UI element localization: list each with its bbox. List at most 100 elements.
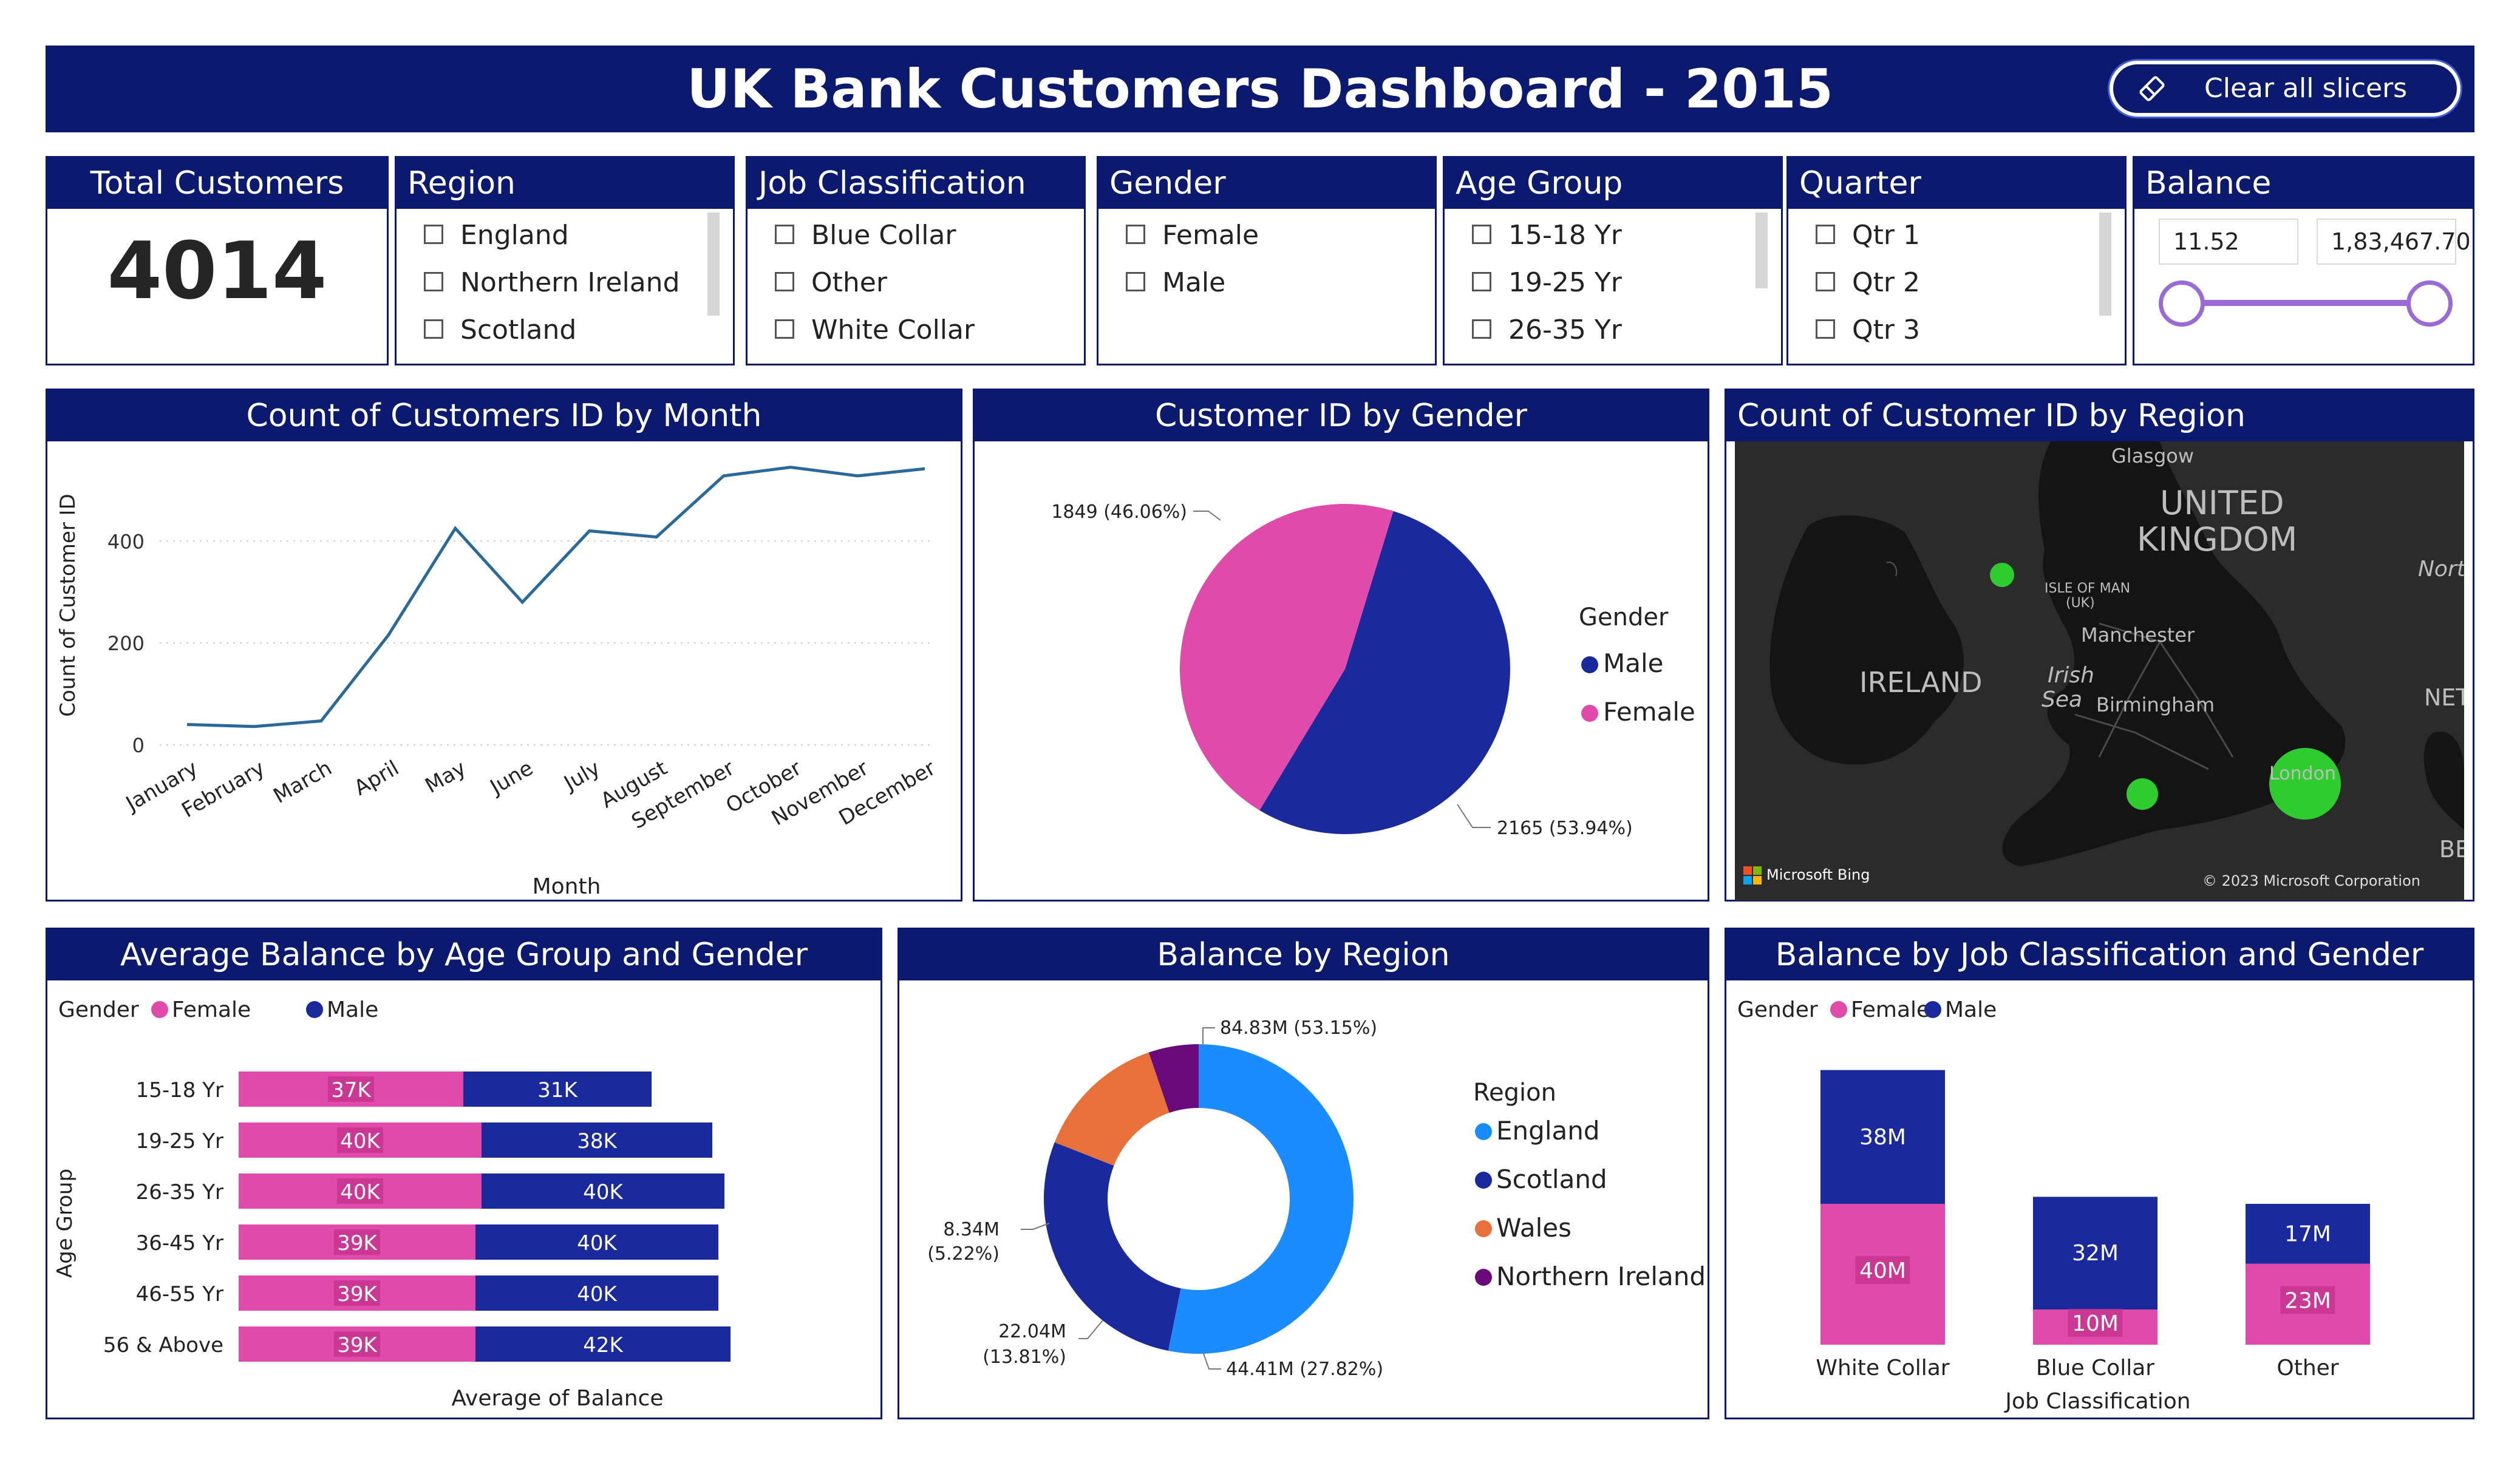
checkbox[interactable]: [1472, 319, 1491, 339]
gender-chart-panel: Customer ID by Gender 2165 (53.94%) 1849 …: [973, 389, 1709, 902]
month-chart-title: Count of Customers ID by Month: [47, 390, 961, 441]
quarter-option-qtr3[interactable]: Qtr 3: [1816, 312, 1920, 348]
clear-slicers-button[interactable]: Clear all slicers: [2110, 61, 2460, 117]
legend-label: England: [1496, 1116, 1600, 1146]
quarter-option-qtr1[interactable]: Qtr 1: [1816, 217, 1920, 254]
balance-max-input[interactable]: 1,83,467.70: [2317, 219, 2471, 265]
leader-line: [1202, 1027, 1215, 1044]
data-label-bg: [334, 1331, 380, 1357]
age-option-19-25[interactable]: 19-25 Yr: [1472, 265, 1622, 301]
legend-marker: [1475, 1123, 1492, 1140]
data-label-bg: [2068, 1309, 2123, 1337]
checkbox[interactable]: [424, 319, 443, 339]
map-bubble-england[interactable]: [2269, 748, 2341, 820]
job-slicer-title: Job Classification: [747, 158, 1084, 209]
map-bubble-northern-ireland[interactable]: [1990, 563, 2014, 587]
checkbox[interactable]: [1816, 272, 1835, 291]
data-label-female: 1849 (46.06%): [1051, 501, 1187, 523]
data-label-ni-value: 8.34M: [943, 1219, 999, 1240]
data-label-male: 40K: [577, 1282, 618, 1306]
checkbox[interactable]: [1126, 225, 1145, 244]
job-option-white-collar[interactable]: White Collar: [775, 312, 975, 348]
checkbox[interactable]: [424, 272, 443, 291]
region-donut-chart: 84.83M (53.15%) 44.41M (27.82%) 22.04M (13.…: [927, 1017, 1706, 1380]
gender-option-female[interactable]: Female: [1126, 217, 1259, 254]
region-option-northern-ireland[interactable]: Northern Ireland: [424, 265, 680, 301]
map-label-irish-2: Sea: [2042, 687, 2083, 712]
map-label-uk-2: KINGDOM: [2137, 520, 2298, 559]
job-option-other[interactable]: Other: [775, 265, 887, 301]
checkbox[interactable]: [775, 272, 794, 291]
region-map[interactable]: Glasgow UNITED KINGDOM ISLE OF MAN (UK) …: [1735, 441, 2464, 901]
bar-male: [475, 1275, 718, 1311]
balance-slicer-title: Balance: [2134, 158, 2473, 209]
legend-title: Gender: [1737, 997, 1818, 1022]
legend-label: Male: [327, 997, 378, 1022]
data-label-male: 40K: [583, 1180, 624, 1204]
quarter-scrollbar[interactable]: [2099, 212, 2111, 316]
job-option-blue-collar[interactable]: Blue Collar: [775, 217, 956, 254]
checkbox[interactable]: [1472, 225, 1491, 244]
checkbox[interactable]: [1126, 272, 1145, 291]
region-slicer: Region England Northern Ireland Scotland: [395, 156, 735, 365]
checkbox[interactable]: [424, 225, 443, 244]
quarter-option-qtr2[interactable]: Qtr 2: [1816, 265, 1920, 301]
checkbox[interactable]: [1472, 272, 1491, 291]
map-label-be: BE: [2439, 836, 2464, 863]
map-label-net: NET: [2424, 684, 2464, 711]
donut-slice-england: [1168, 1044, 1354, 1354]
age-option-26-35[interactable]: 26-35 Yr: [1472, 312, 1622, 348]
legend-marker: [1581, 656, 1598, 673]
map-label-north: Nort: [2418, 557, 2464, 582]
count-line: [186, 466, 925, 728]
x-tick-label: June: [485, 756, 537, 800]
region-scrollbar[interactable]: [707, 212, 720, 316]
region-option-england[interactable]: England: [424, 217, 569, 254]
checkbox[interactable]: [1816, 225, 1835, 244]
data-label-bg: [337, 1127, 383, 1153]
data-label-male: 40K: [577, 1231, 618, 1255]
legend-title: Gender: [1579, 603, 1669, 631]
category-label: White Collar: [1816, 1356, 1949, 1381]
balance-min-input[interactable]: 11.52: [2159, 219, 2298, 265]
option-label: 15-18 Yr: [1508, 220, 1622, 251]
leader-line: [1457, 804, 1491, 828]
data-label-male: 32M: [2072, 1241, 2119, 1266]
balance-slider-min-handle[interactable]: [2159, 280, 2205, 327]
map-label-birmingham: Birmingham: [2096, 693, 2215, 716]
data-label-bg: [328, 1076, 374, 1102]
option-label: Male: [1162, 267, 1226, 298]
age-scrollbar[interactable]: [1755, 212, 1768, 288]
checkbox[interactable]: [775, 225, 794, 244]
map-panel: Count of Customer ID by Region Glasgow U…: [1725, 389, 2474, 902]
bar-male: [463, 1072, 652, 1107]
data-label-bg: [337, 1178, 383, 1204]
data-label-bg: [1855, 1256, 1910, 1284]
leader-line: [1078, 1320, 1103, 1339]
option-label: Blue Collar: [811, 220, 956, 251]
age-option-15-18[interactable]: 15-18 Yr: [1472, 217, 1622, 254]
data-label-wales-pct: (13.81%): [982, 1347, 1066, 1368]
map-bubble-wales[interactable]: [2127, 778, 2158, 810]
category-label: 15-18 Yr: [136, 1078, 223, 1102]
balance-slider-max-handle[interactable]: [2406, 280, 2453, 327]
checkbox[interactable]: [775, 319, 794, 339]
checkbox[interactable]: [1816, 319, 1835, 339]
legend-marker: [1475, 1172, 1492, 1189]
gender-option-male[interactable]: Male: [1126, 265, 1225, 301]
legend-label: Female: [172, 997, 251, 1022]
y-tick-label: 400: [107, 530, 145, 553]
option-label: Qtr 3: [1852, 314, 1920, 345]
region-chart-panel: Balance by Region 84.83M (53.15%) 44.41M …: [897, 928, 1709, 1419]
data-label-male: 31K: [537, 1078, 578, 1102]
total-customers-card: Total Customers 4014: [46, 156, 389, 365]
legend-marker: [1475, 1220, 1492, 1237]
region-option-scotland[interactable]: Scotland: [424, 312, 576, 348]
x-tick-label: March: [270, 756, 336, 808]
map-label-uk-1: UNITED: [2160, 484, 2284, 522]
bar-male: [2033, 1197, 2157, 1309]
balance-slider-track[interactable]: [2183, 300, 2426, 306]
y-tick-label: 200: [107, 632, 145, 655]
month-chart-panel: Count of Customers ID by Month 0 200 400 Ja…: [46, 389, 962, 902]
balance-slicer: Balance 11.52 1,83,467.70: [2133, 156, 2474, 365]
